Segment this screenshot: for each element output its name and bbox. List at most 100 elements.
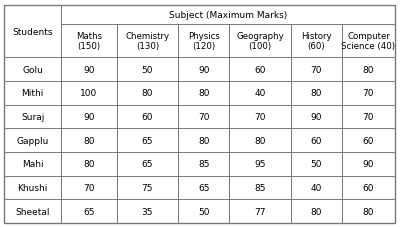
Text: 80: 80 [142, 89, 153, 98]
Text: 85: 85 [254, 183, 266, 192]
Bar [291, 176, 342, 200]
Text: 65: 65 [142, 160, 153, 169]
Bar [117, 105, 178, 129]
Text: 90: 90 [83, 113, 95, 121]
Text: Golu: Golu [22, 65, 43, 74]
Bar [291, 58, 342, 82]
Text: 40: 40 [254, 89, 266, 98]
Text: 80: 80 [311, 89, 322, 98]
Bar [342, 200, 395, 223]
Bar [117, 176, 178, 200]
Text: History
(60): History (60) [301, 32, 332, 51]
Bar [178, 105, 229, 129]
Bar [4, 200, 61, 223]
Text: 80: 80 [363, 65, 374, 74]
Bar [342, 58, 395, 82]
Bar [4, 152, 61, 176]
Bar [342, 176, 395, 200]
Bar [178, 58, 229, 82]
Bar [178, 129, 229, 152]
Text: 80: 80 [83, 160, 95, 169]
Text: 77: 77 [254, 207, 266, 216]
Text: 80: 80 [254, 136, 266, 145]
Text: 90: 90 [198, 65, 209, 74]
Bar [61, 200, 117, 223]
Text: Mahi: Mahi [22, 160, 43, 169]
Bar [117, 58, 178, 82]
Text: 50: 50 [311, 160, 322, 169]
Bar [4, 6, 61, 58]
Bar [291, 129, 342, 152]
Text: 80: 80 [198, 136, 209, 145]
Text: 40: 40 [311, 183, 322, 192]
Bar [178, 25, 229, 58]
Bar [178, 152, 229, 176]
Text: 65: 65 [83, 207, 95, 216]
Text: 60: 60 [254, 65, 266, 74]
Bar [229, 105, 291, 129]
Text: 50: 50 [198, 207, 209, 216]
Bar [61, 25, 117, 58]
Text: Maths
(150): Maths (150) [76, 32, 102, 51]
Text: 80: 80 [311, 207, 322, 216]
Text: 60: 60 [142, 113, 153, 121]
Text: Chemistry
(130): Chemistry (130) [126, 32, 170, 51]
Text: 95: 95 [254, 160, 266, 169]
Text: Sheetal: Sheetal [15, 207, 50, 216]
Bar [342, 152, 395, 176]
Bar [229, 58, 291, 82]
Text: 70: 70 [363, 113, 374, 121]
Bar [61, 105, 117, 129]
Text: Khushi: Khushi [18, 183, 48, 192]
Bar [178, 200, 229, 223]
Bar [291, 82, 342, 105]
Bar [117, 129, 178, 152]
Bar [229, 200, 291, 223]
Text: 80: 80 [363, 207, 374, 216]
Bar [291, 25, 342, 58]
Bar [4, 176, 61, 200]
Bar [342, 82, 395, 105]
Bar [117, 82, 178, 105]
Bar [4, 58, 61, 82]
Text: 70: 70 [83, 183, 95, 192]
Text: Students: Students [12, 27, 53, 37]
Text: Mithi: Mithi [22, 89, 44, 98]
Text: 50: 50 [142, 65, 153, 74]
Bar [61, 58, 117, 82]
Text: Geography
(100): Geography (100) [236, 32, 284, 51]
Text: 65: 65 [198, 183, 209, 192]
Text: 85: 85 [198, 160, 209, 169]
Bar [61, 129, 117, 152]
Bar [229, 176, 291, 200]
Text: 65: 65 [142, 136, 153, 145]
Text: 90: 90 [311, 113, 322, 121]
Bar [229, 129, 291, 152]
Bar [291, 152, 342, 176]
Text: 60: 60 [363, 183, 374, 192]
Text: 35: 35 [142, 207, 153, 216]
Text: 90: 90 [363, 160, 374, 169]
Bar [61, 6, 395, 25]
Text: Computer
Science (40): Computer Science (40) [341, 32, 395, 51]
Bar [342, 129, 395, 152]
Bar [61, 82, 117, 105]
Bar [117, 25, 178, 58]
Bar [4, 105, 61, 129]
Bar [4, 82, 61, 105]
Bar [4, 129, 61, 152]
Bar [61, 152, 117, 176]
Bar [117, 152, 178, 176]
Text: 70: 70 [254, 113, 266, 121]
Text: 70: 70 [311, 65, 322, 74]
Text: 100: 100 [80, 89, 97, 98]
Text: 60: 60 [311, 136, 322, 145]
Text: 60: 60 [363, 136, 374, 145]
Bar [229, 152, 291, 176]
Text: 70: 70 [363, 89, 374, 98]
Text: 80: 80 [198, 89, 209, 98]
Text: Suraj: Suraj [21, 113, 45, 121]
Text: 75: 75 [142, 183, 153, 192]
Bar [342, 25, 395, 58]
Bar [229, 25, 291, 58]
